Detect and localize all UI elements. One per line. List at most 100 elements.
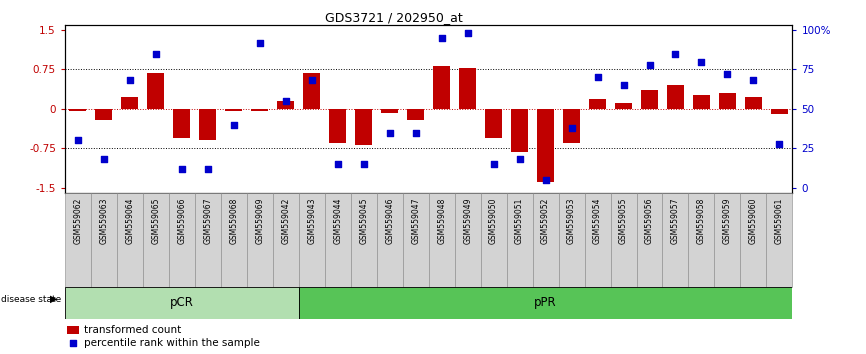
Point — [643, 62, 656, 68]
Text: GSM559043: GSM559043 — [307, 198, 316, 244]
Bar — [199, 109, 216, 141]
Text: GSM559050: GSM559050 — [489, 198, 498, 244]
Text: GSM559049: GSM559049 — [463, 198, 472, 244]
Bar — [771, 109, 788, 114]
Point — [669, 51, 682, 57]
Bar — [433, 66, 450, 109]
Text: GSM559055: GSM559055 — [619, 198, 628, 244]
Text: GDS3721 / 202950_at: GDS3721 / 202950_at — [325, 11, 463, 24]
Bar — [641, 91, 658, 109]
Bar — [65, 287, 299, 319]
Text: pPR: pPR — [534, 296, 557, 309]
Text: GSM559058: GSM559058 — [697, 198, 706, 244]
Point — [461, 30, 475, 36]
FancyBboxPatch shape — [247, 193, 273, 287]
FancyBboxPatch shape — [143, 193, 169, 287]
Bar — [381, 109, 398, 113]
Text: GSM559067: GSM559067 — [204, 198, 212, 244]
Point — [721, 72, 734, 77]
Bar — [615, 103, 632, 109]
Text: GSM559053: GSM559053 — [567, 198, 576, 244]
FancyBboxPatch shape — [377, 193, 403, 287]
Text: GSM559052: GSM559052 — [541, 198, 550, 244]
Bar — [667, 85, 684, 109]
Point — [772, 141, 786, 146]
FancyBboxPatch shape — [637, 193, 662, 287]
Point — [71, 138, 85, 143]
FancyBboxPatch shape — [273, 193, 299, 287]
Text: GSM559061: GSM559061 — [775, 198, 784, 244]
Text: GSM559059: GSM559059 — [723, 198, 732, 244]
Point — [513, 156, 527, 162]
FancyBboxPatch shape — [429, 193, 455, 287]
Point — [227, 122, 241, 127]
Point — [97, 156, 111, 162]
FancyBboxPatch shape — [585, 193, 611, 287]
FancyBboxPatch shape — [351, 193, 377, 287]
FancyBboxPatch shape — [533, 193, 559, 287]
FancyBboxPatch shape — [688, 193, 714, 287]
FancyBboxPatch shape — [221, 193, 247, 287]
Bar — [693, 95, 710, 109]
Bar — [745, 97, 762, 109]
FancyBboxPatch shape — [65, 193, 91, 287]
Bar — [485, 109, 502, 138]
Text: GSM559046: GSM559046 — [385, 198, 394, 244]
Point — [175, 166, 189, 172]
Point — [149, 51, 163, 57]
Bar — [303, 73, 320, 109]
Point — [539, 177, 553, 183]
Text: GSM559062: GSM559062 — [74, 198, 82, 244]
Bar — [537, 109, 554, 182]
Text: percentile rank within the sample: percentile rank within the sample — [85, 338, 261, 348]
Text: GSM559054: GSM559054 — [593, 198, 602, 244]
Bar — [225, 109, 242, 112]
Bar — [407, 109, 424, 120]
Text: transformed count: transformed count — [85, 325, 182, 335]
Point — [305, 78, 319, 83]
Point — [591, 74, 604, 80]
Text: GSM559068: GSM559068 — [229, 198, 238, 244]
FancyBboxPatch shape — [559, 193, 585, 287]
Text: GSM559064: GSM559064 — [126, 198, 134, 244]
FancyBboxPatch shape — [299, 193, 325, 287]
FancyBboxPatch shape — [169, 193, 195, 287]
Bar — [511, 109, 528, 152]
Text: GSM559048: GSM559048 — [437, 198, 446, 244]
Bar — [329, 109, 346, 143]
Text: GSM559042: GSM559042 — [281, 198, 290, 244]
Bar — [147, 73, 165, 109]
Bar — [95, 109, 113, 120]
Point — [617, 82, 630, 88]
Point — [357, 161, 371, 167]
Text: GSM559060: GSM559060 — [749, 198, 758, 244]
Point — [695, 59, 708, 64]
FancyBboxPatch shape — [662, 193, 688, 287]
FancyBboxPatch shape — [507, 193, 533, 287]
Bar — [173, 109, 191, 138]
Text: GSM559057: GSM559057 — [671, 198, 680, 244]
Text: GSM559045: GSM559045 — [359, 198, 368, 244]
Text: GSM559063: GSM559063 — [100, 198, 108, 244]
Point — [66, 341, 80, 346]
FancyBboxPatch shape — [117, 193, 143, 287]
Bar — [67, 326, 79, 334]
Bar — [251, 109, 268, 112]
Text: ▶: ▶ — [50, 294, 58, 304]
Bar — [459, 68, 476, 109]
Bar — [719, 93, 736, 109]
Bar — [563, 109, 580, 143]
Bar — [277, 101, 294, 109]
Text: GSM559051: GSM559051 — [515, 198, 524, 244]
FancyBboxPatch shape — [740, 193, 766, 287]
FancyBboxPatch shape — [766, 193, 792, 287]
Text: disease state: disease state — [1, 295, 61, 304]
FancyBboxPatch shape — [481, 193, 507, 287]
Point — [746, 78, 760, 83]
FancyBboxPatch shape — [195, 193, 221, 287]
Point — [201, 166, 215, 172]
Bar — [589, 99, 606, 109]
Point — [487, 161, 501, 167]
Point — [279, 98, 293, 104]
FancyBboxPatch shape — [325, 193, 351, 287]
